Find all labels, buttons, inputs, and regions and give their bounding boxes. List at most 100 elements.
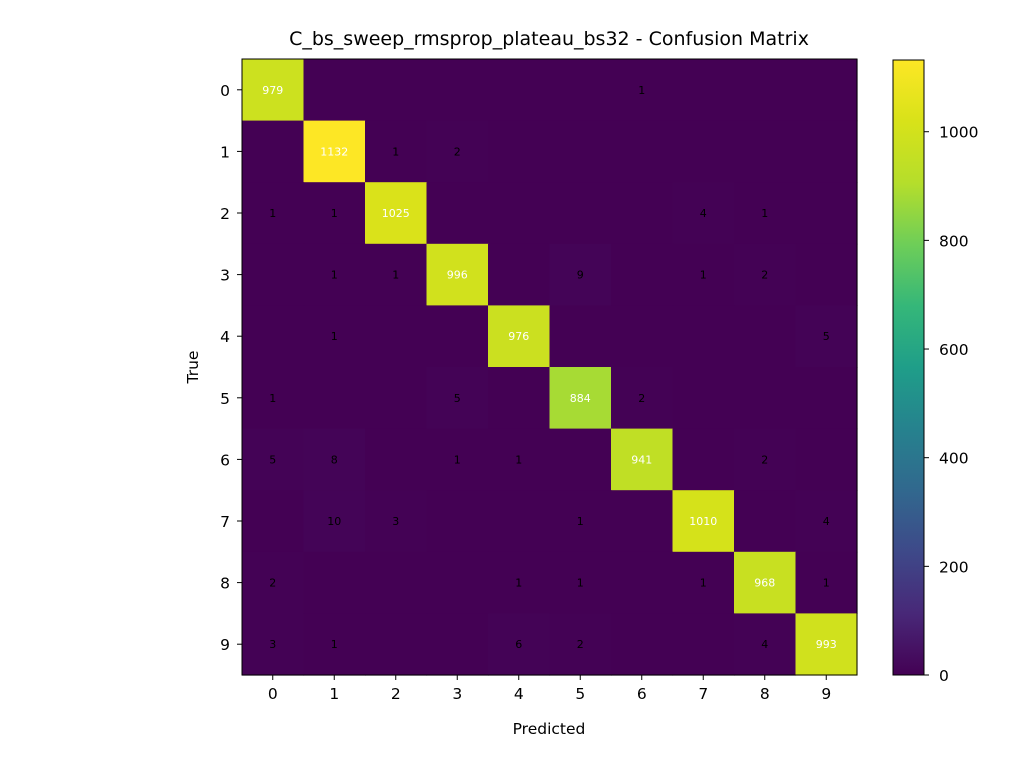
y-tick-label: 7 [220, 513, 230, 531]
heatmap-cell [303, 182, 366, 245]
cell-value-label: 5 [823, 330, 830, 343]
heatmap-cell [488, 490, 551, 553]
heatmap-cell [734, 613, 797, 676]
heatmap-cell [365, 367, 428, 430]
colorbar-tick-label: 1000 [939, 124, 978, 142]
heatmap-cell [365, 551, 428, 614]
x-tick-label: 2 [391, 685, 401, 703]
heatmap-cell [734, 551, 797, 614]
cell-value-label: 2 [577, 638, 584, 651]
cell-value-label: 1 [515, 453, 522, 466]
heatmap-cell [672, 120, 735, 183]
heatmap-cell [611, 182, 674, 245]
cell-value-label: 1 [761, 207, 768, 220]
heatmap-cell [549, 367, 612, 430]
y-tick-label: 2 [220, 205, 230, 223]
heatmap-cell [365, 613, 428, 676]
colorbar-ticks: 0 200 400 600 800 1000 [924, 124, 978, 685]
heatmap-cell [488, 428, 551, 491]
heatmap-cell [365, 428, 428, 491]
heatmap-cell [549, 613, 612, 676]
cell-value-label: 1 [454, 453, 461, 466]
y-axis-ticks: 0 1 2 3 4 5 6 7 8 9 [220, 82, 242, 654]
cell-value-label: 2 [269, 577, 276, 590]
heatmap-cell [611, 120, 674, 183]
heatmap-cell [672, 182, 735, 245]
heatmap-cell [795, 59, 858, 122]
cell-value-label: 1 [700, 577, 707, 590]
heatmap-cell [549, 243, 612, 306]
y-tick-label: 8 [220, 575, 230, 593]
cell-value-label: 1 [269, 392, 276, 405]
cell-value-label: 2 [761, 269, 768, 282]
heatmap-cell [672, 490, 735, 553]
cell-value-label: 1 [331, 207, 338, 220]
heatmap-cell [734, 367, 797, 430]
cell-value-label: 3 [392, 515, 399, 528]
heatmap-cell [365, 243, 428, 306]
cell-value-label: 993 [816, 638, 837, 651]
heatmap-cell [303, 367, 366, 430]
cell-value-label: 6 [515, 638, 522, 651]
cell-value-label: 1 [331, 638, 338, 651]
heatmap-cell [795, 490, 858, 553]
cell-value-label: 1 [700, 269, 707, 282]
heatmap-cell [734, 182, 797, 245]
y-tick-label: 6 [220, 451, 230, 469]
heatmap-cell [426, 120, 489, 183]
heatmap-cell [734, 243, 797, 306]
cell-value-label: 2 [638, 392, 645, 405]
cell-value-label: 1 [331, 330, 338, 343]
heatmap-cell [242, 120, 305, 183]
heatmap-cell [303, 428, 366, 491]
heatmap-cell [795, 120, 858, 183]
heatmap-cell [242, 367, 305, 430]
x-axis-label: Predicted [513, 720, 586, 738]
cell-value-label: 8 [331, 453, 338, 466]
heatmap-cell [734, 120, 797, 183]
cell-value-label: 1025 [382, 207, 410, 220]
heatmap-cell [734, 428, 797, 491]
cell-value-label: 1010 [689, 515, 717, 528]
heatmap-cell [426, 551, 489, 614]
heatmap-cell [303, 305, 366, 368]
heatmap-cell [488, 613, 551, 676]
heatmap-cell [611, 243, 674, 306]
heatmap-cell [549, 305, 612, 368]
cell-value-label: 1 [392, 269, 399, 282]
heatmap-cells [242, 59, 858, 676]
heatmap-cell [426, 182, 489, 245]
heatmap-cell [426, 367, 489, 430]
heatmap-cell [365, 182, 428, 245]
heatmap-cell [611, 367, 674, 430]
heatmap-cell [672, 243, 735, 306]
plot-frame [241, 58, 858, 676]
cell-value-label: 976 [508, 330, 529, 343]
cell-value-label: 1 [392, 145, 399, 158]
cell-value-label: 4 [823, 515, 830, 528]
cell-value-label: 3 [269, 638, 276, 651]
cell-value-label: 9 [577, 269, 584, 282]
heatmap-cell [242, 490, 305, 553]
cell-value-label: 1 [577, 515, 584, 528]
y-tick-label: 3 [220, 267, 230, 285]
y-tick-label: 9 [220, 636, 230, 654]
heatmap-cell [611, 59, 674, 122]
x-tick-label: 7 [698, 685, 708, 703]
x-tick-label: 1 [329, 685, 339, 703]
cell-value-label: 5 [269, 453, 276, 466]
cell-value-label: 4 [761, 638, 768, 651]
colorbar-tick-label: 0 [939, 667, 949, 685]
cell-value-label: 968 [754, 577, 775, 590]
heatmap-cell [426, 490, 489, 553]
heatmap-cell [488, 182, 551, 245]
cell-value-label: 1 [638, 84, 645, 97]
heatmap-cell [672, 367, 735, 430]
heatmap-cell [365, 120, 428, 183]
heatmap-cell [795, 367, 858, 430]
y-tick-label: 4 [220, 328, 230, 346]
heatmap-cell [611, 305, 674, 368]
heatmap-cell [242, 243, 305, 306]
heatmap-cell [795, 243, 858, 306]
y-axis-label: True [184, 351, 202, 385]
